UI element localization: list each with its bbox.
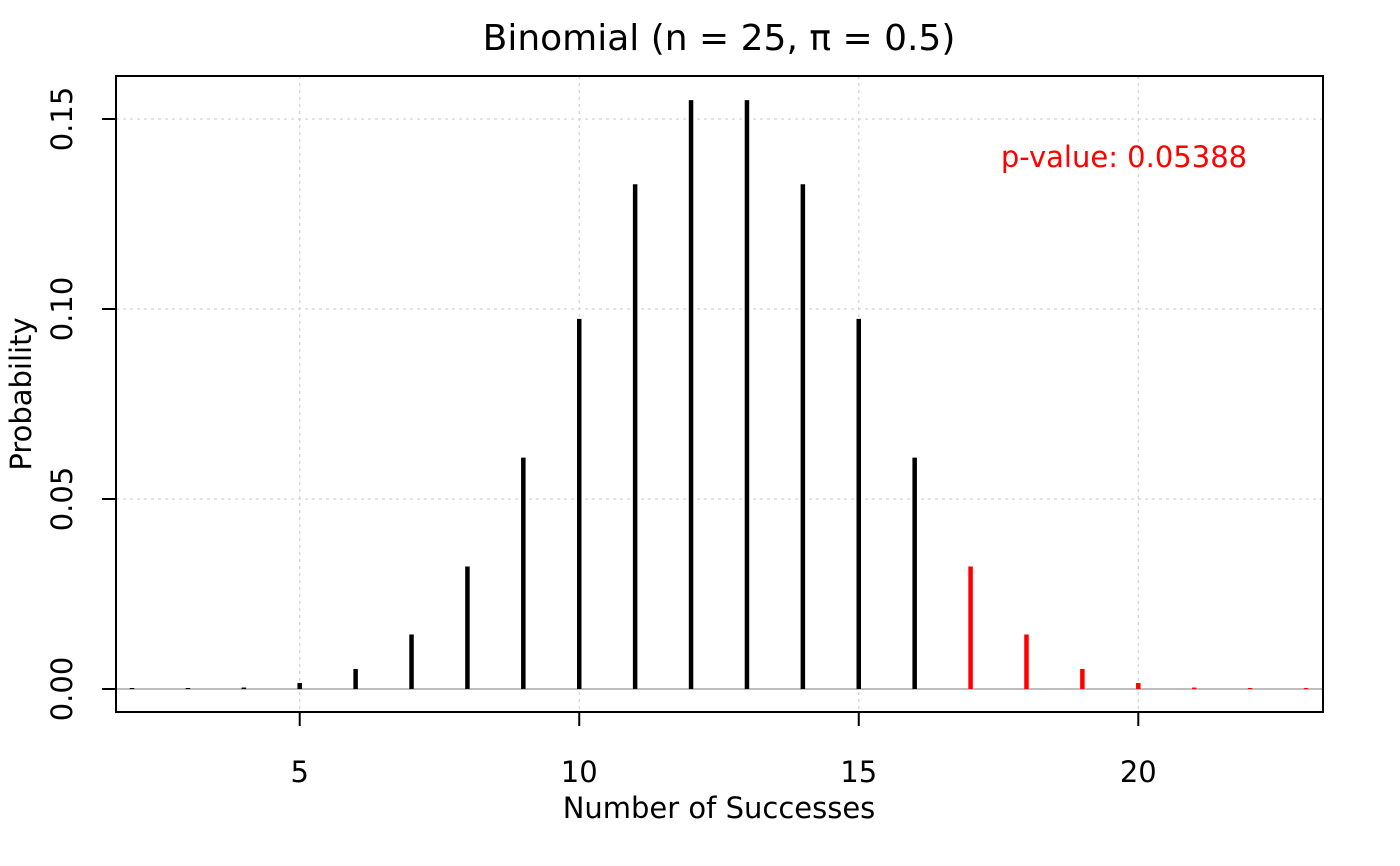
y-axis-label: Probability bbox=[4, 317, 38, 470]
x-axis-label: Number of Successes bbox=[563, 791, 876, 825]
plot-box bbox=[115, 75, 1324, 713]
bars bbox=[129, 100, 1309, 689]
y-tick-label: 0.10 bbox=[45, 277, 79, 342]
p-value-annotation: p-value: 0.05388 bbox=[1001, 140, 1247, 174]
x-tick-label: 5 bbox=[290, 755, 308, 789]
x-tick-label: 15 bbox=[840, 755, 877, 789]
x-tick-label: 10 bbox=[561, 755, 598, 789]
y-tick-label: 0.15 bbox=[45, 87, 79, 152]
y-axis: 0.00 0.05 0.10 0.15 bbox=[45, 87, 116, 722]
x-tick-label: 20 bbox=[1120, 755, 1157, 789]
y-tick-label: 0.05 bbox=[45, 467, 79, 532]
chart-title: Binomial (n = 25, π = 0.5) bbox=[483, 18, 956, 59]
y-tick-label: 0.00 bbox=[45, 657, 79, 722]
x-axis: 5 10 15 20 bbox=[290, 712, 1157, 789]
